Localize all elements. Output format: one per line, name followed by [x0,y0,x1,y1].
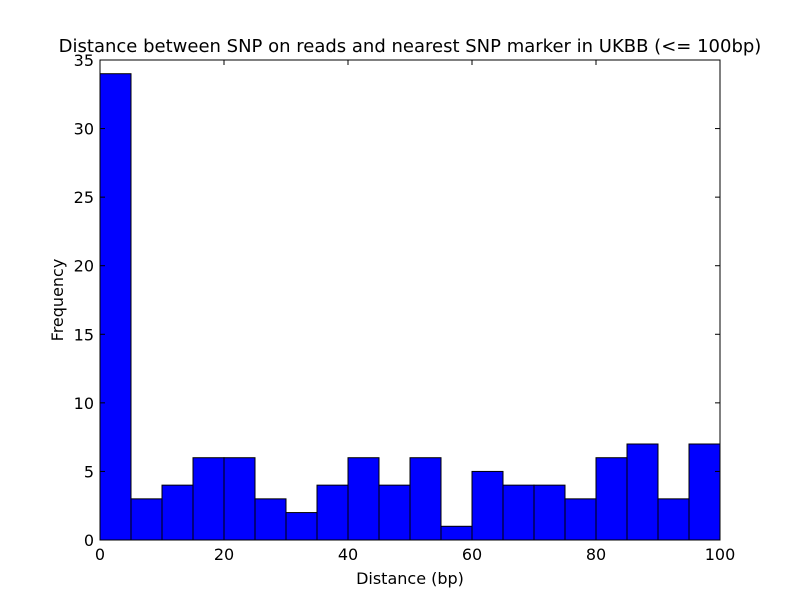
histogram-bar [378,484,411,541]
x-tick-label: 80 [586,545,606,564]
x-axis-label: Distance (bp) [356,569,464,588]
histogram-bar [502,484,535,541]
histogram-bar [595,457,628,541]
histogram-bar [285,512,318,541]
plot-frame [99,59,721,541]
y-tick-label: 5 [84,462,94,481]
histogram-bar [254,498,287,541]
histogram-bar [161,484,194,541]
histogram-bar [657,498,690,541]
x-tick-label: 100 [705,545,736,564]
y-tick-label: 0 [84,531,94,550]
x-tick-label: 60 [462,545,482,564]
chart-title: Distance between SNP on reads and neares… [59,36,762,57]
y-tick-label: 15 [74,325,94,344]
histogram-bar [564,498,597,541]
y-tick-label: 10 [74,394,94,413]
histogram-bar [626,443,659,541]
histogram-bar [192,457,225,541]
x-tick-label: 40 [338,545,358,564]
histogram-bar [223,457,256,541]
histogram-bar [409,457,442,541]
y-tick-label: 30 [74,120,94,139]
histogram-bar [533,484,566,541]
histogram-bar [347,457,380,541]
histogram-bar [471,470,504,541]
y-axis-label: Frequency [48,259,67,342]
histogram-bar [440,525,473,541]
x-tick-label: 0 [95,545,105,564]
y-tick-label: 20 [74,257,94,276]
histogram-bars [99,73,721,541]
histogram-bar [688,443,721,541]
histogram-bar [316,484,349,541]
x-tick-label: 20 [214,545,234,564]
y-tick-label: 25 [74,188,94,207]
y-tick-label: 35 [74,51,94,70]
axis-ticks: 0 20 40 60 80 100 0 5 10 15 20 25 30 35 [74,51,736,564]
histogram-bar [99,73,132,541]
histogram-bar [130,498,163,541]
